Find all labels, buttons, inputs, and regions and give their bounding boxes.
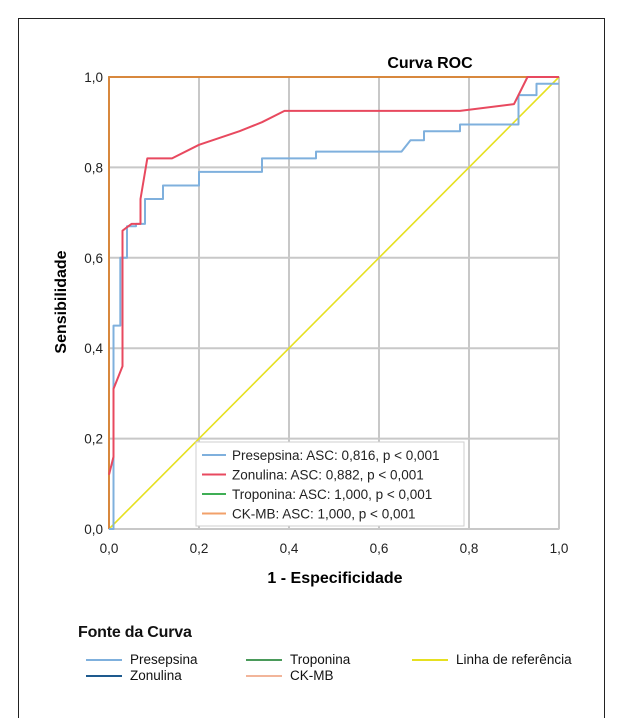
y-tick-label: 1,0 (84, 70, 103, 85)
legend-label: Presepsina (130, 652, 198, 667)
inset-legend-label: CK-MB: ASC: 1,000, p < 0,001 (232, 507, 415, 522)
legend-item-ck-mb: CK-MB (246, 668, 334, 683)
y-tick-label: 0,4 (84, 341, 103, 356)
chart-title: Curva ROC (387, 55, 473, 72)
y-axis-label: Sensibilidade (53, 250, 70, 353)
legend-line-reference (412, 658, 448, 661)
series-line-zonulina (108, 76, 559, 476)
legend-item-troponina: Troponina (246, 652, 350, 667)
legend-title: Fonte da Curva (78, 624, 192, 641)
legend-line-troponina (246, 658, 282, 661)
roc-chart: 0,0 0,2 0,4 0,6 0,8 1,0 0,0 0,2 0,4 0,6 0,8 1,0 Cur… (53, 55, 568, 587)
series-line-linha-de-refer-ncia (108, 76, 560, 530)
legend-line-ck-mb (246, 674, 282, 677)
y-tick-label: 0,8 (84, 160, 103, 175)
x-axis-label: 1 - Especificidade (267, 570, 402, 587)
y-tick-label: 0,2 (84, 432, 103, 447)
inset-legend-box (195, 441, 465, 527)
legend-item-reference: Linha de referência (412, 652, 572, 667)
x-tick-label: 1,0 (550, 541, 569, 556)
x-tick-label: 0,0 (100, 541, 119, 556)
legend-item-presepsina: Presepsina (86, 652, 198, 667)
inset-legend-label: Presepsina: ASC: 0,816, p < 0,001 (232, 448, 440, 463)
series-line-presepsina (109, 82, 559, 530)
series-layer (108, 76, 560, 530)
y-tick-label: 0,0 (84, 522, 103, 537)
inset-legend-label: Troponina: ASC: 1,000, p < 0,001 (232, 487, 432, 502)
series-line-ck-mb (108, 76, 559, 529)
legend-line-presepsina (86, 658, 122, 661)
x-tick-label: 0,8 (460, 541, 479, 556)
legend-label: Linha de referência (456, 652, 572, 667)
x-tick-label: 0,4 (280, 541, 299, 556)
figure-frame (18, 18, 605, 718)
x-tick-label: 0,2 (190, 541, 209, 556)
legend-label: Troponina (290, 652, 351, 667)
inset-legend: Presepsina: ASC: 0,816, p < 0,001 Zonulin… (195, 441, 465, 527)
y-tick-label: 0,6 (84, 251, 103, 266)
inset-legend-label: Zonulina: ASC: 0,882, p < 0,001 (232, 468, 424, 483)
legend-label: Zonulina (130, 668, 182, 683)
legend-line-zonulina (86, 674, 122, 677)
legend-label: CK-MB (290, 668, 334, 683)
tick-labels: 0,0 0,2 0,4 0,6 0,8 1,0 0,0 0,2 0,4 0,6 0,8 1,0 (84, 70, 568, 556)
legend-item-zonulina: Zonulina (86, 668, 182, 683)
x-tick-label: 0,6 (370, 541, 389, 556)
